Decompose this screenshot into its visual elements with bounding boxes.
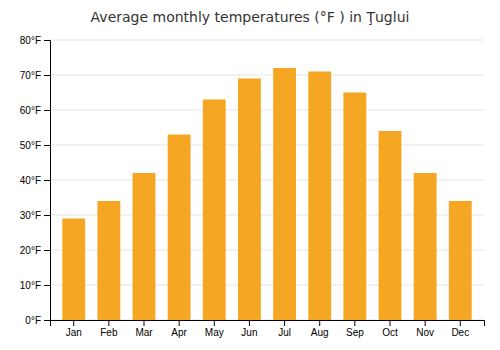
tick: 60°F [20,105,50,116]
tick-mark [44,285,50,286]
tick-mark [389,320,390,326]
bar [414,173,437,320]
tick-mark [249,320,250,326]
tick-mark [44,250,50,251]
tick-label: Nov [416,327,434,338]
bar [449,201,472,320]
tick-label: Feb [100,327,118,338]
axis-line [44,41,51,321]
bar [273,68,296,320]
bars [62,68,471,320]
tick: Dec [451,320,469,338]
tick-label: 50°F [20,140,41,151]
tick-label: 0°F [25,315,41,326]
plot: Jan Feb Mar Apr May Jun Jul Aug Sep Oct Nov Dec 0°F 1… [20,35,485,338]
tick-mark [425,320,426,326]
tick-label: 80°F [20,35,41,46]
tick-label: 70°F [20,70,41,81]
tick: Nov [416,320,434,338]
bar [379,131,402,320]
tick-label: Dec [451,327,469,338]
tick-mark [44,110,50,111]
tick-mark [144,320,145,326]
tick-mark [108,320,109,326]
chart: Average monthly temperatures (°F ) in Ţu… [0,0,500,350]
tick-label: 20°F [20,245,41,256]
tick: 30°F [20,210,50,221]
tick-mark [179,320,180,326]
tick-label: 10°F [20,280,41,291]
bar [97,201,120,320]
tick-mark [319,320,320,326]
bar [238,79,261,321]
tick: Jan [66,320,82,338]
grid-line [50,145,484,146]
tick-mark [214,320,215,326]
grid-line [50,110,484,111]
tick: Jun [241,320,257,338]
bar [343,93,366,321]
tick-mark [284,320,285,326]
tick-mark [44,215,50,216]
tick-label: Oct [382,327,398,338]
tick: Apr [171,320,187,338]
tick: 0°F [25,315,50,326]
tick: May [205,320,224,338]
tick: Jul [278,320,291,338]
tick-label: 40°F [20,175,41,186]
x-axis: Jan Feb Mar Apr May Jun Jul Aug Sep Oct Nov Dec [51,320,485,338]
grid [50,40,484,320]
tick-label: Sep [346,327,364,338]
bar [168,135,191,321]
tick-label: May [205,327,224,338]
bar [203,100,226,321]
tick-label: 60°F [20,105,41,116]
tick-mark [44,320,50,321]
tick-label: 30°F [20,210,41,221]
tick-mark [44,40,50,41]
tick: Sep [346,320,364,338]
tick-mark [44,145,50,146]
tick-mark [44,75,50,76]
tick: 10°F [20,280,50,291]
tick: 70°F [20,70,50,81]
title: Average monthly temperatures (°F ) in Ţu… [91,9,410,25]
bar [308,72,331,321]
bar [133,173,156,320]
tick: 80°F [20,35,50,46]
tick-mark [73,320,74,326]
tick-label: Apr [171,327,187,338]
tick-mark [44,180,50,181]
tick: Feb [100,320,118,338]
y-axis: 0°F 10°F 20°F 30°F 40°F 50°F 60°F 70°F 80°F [20,35,51,326]
tick-label: Mar [135,327,153,338]
tick: Oct [382,320,398,338]
tick-label: Jun [241,327,257,338]
tick-label: Jul [278,327,291,338]
tick: 50°F [20,140,50,151]
tick-label: Aug [311,327,329,338]
tick: Aug [311,320,329,338]
grid-line [50,75,484,76]
tick-mark [354,320,355,326]
grid-line [50,40,484,41]
tick: 40°F [20,175,50,186]
tick: Mar [135,320,153,338]
bar [62,219,85,321]
tick: 20°F [20,245,50,256]
axis-line [51,321,485,327]
tick-mark [460,320,461,326]
tick-label: Jan [66,327,82,338]
